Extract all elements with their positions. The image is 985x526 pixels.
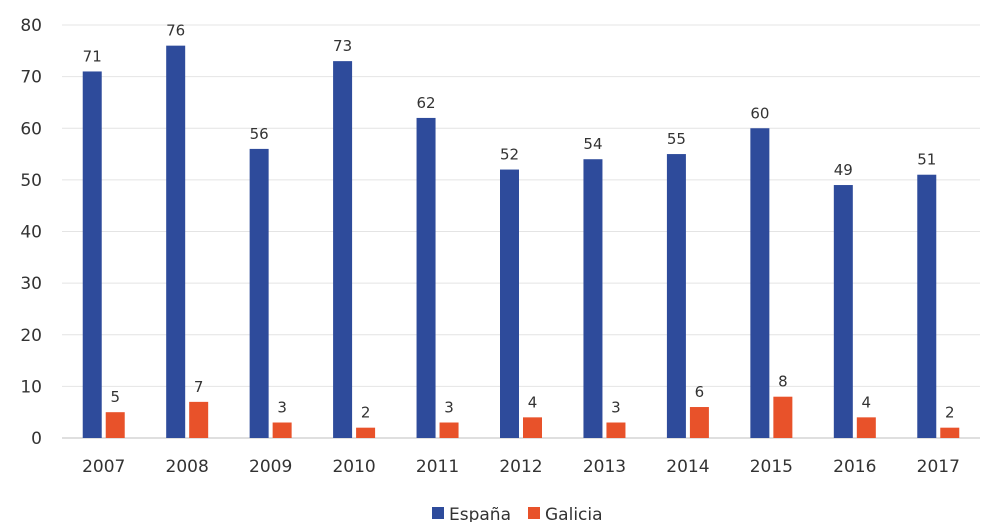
data-label-espana-2013: 54 [583,135,602,153]
legend: España Galicia [432,505,603,525]
data-label-galicia-2010: 2 [361,404,371,422]
bar-espana-2010 [333,61,353,438]
data-labels: 71 5 76 7 56 3 73 2 62 3 52 4 54 3 55 6 60 8 49 4 51 2 [83,22,955,422]
x-tick-label-2010: 2010 [332,457,375,477]
data-label-espana-2011: 62 [416,94,435,112]
data-label-espana-2016: 49 [834,161,853,179]
bar-espana-2017 [917,174,937,438]
y-tick-label: 80 [20,16,42,36]
data-label-galicia-2013: 3 [611,399,621,417]
data-label-galicia-2014: 6 [695,383,705,401]
data-label-espana-2010: 73 [333,37,352,55]
y-tick-label: 10 [20,377,42,397]
y-tick-label: 0 [31,429,42,449]
data-label-espana-2015: 60 [750,104,769,122]
x-tick-label-2007: 2007 [82,457,125,477]
data-label-espana-2017: 51 [917,151,936,169]
data-label-galicia-2008: 7 [194,378,204,396]
bar-espana-2008 [166,45,186,439]
x-tick-label-2016: 2016 [833,457,876,477]
bar-galicia-2017 [940,427,960,438]
x-tick-label-2011: 2011 [416,457,459,477]
data-label-espana-2008: 76 [166,22,185,40]
y-tick-label: 70 [20,68,42,88]
x-tick-label-2015: 2015 [750,457,793,477]
y-tick-label: 20 [20,326,42,346]
bar-galicia-2009 [272,422,292,438]
legend-swatch-galicia [528,507,540,519]
bar-espana-2012 [500,169,519,439]
data-label-espana-2014: 55 [667,130,686,148]
x-tick-label-2017: 2017 [917,457,960,477]
bar-espana-2014 [666,154,686,438]
data-label-espana-2007: 71 [83,47,102,65]
bar-galicia-2013 [606,422,626,438]
data-label-galicia-2009: 3 [277,399,287,417]
bar-galicia-2015 [773,396,793,438]
bar-galicia-2016 [856,417,876,438]
x-axis: 2007 2008 2009 2010 2011 2012 2013 2014 2015 2016… [82,457,960,477]
gridlines [62,24,980,439]
data-label-espana-2012: 52 [500,146,519,164]
bar-espana-2007 [82,71,102,439]
data-label-galicia-2007: 5 [110,388,120,406]
y-tick-label: 40 [20,223,42,243]
x-tick-label-2013: 2013 [583,457,626,477]
data-label-galicia-2015: 8 [778,373,788,391]
bar-galicia-2010 [356,427,376,438]
bar-espana-2009 [249,148,269,438]
data-label-galicia-2011: 3 [444,399,454,417]
x-tick-label-2012: 2012 [499,457,542,477]
x-tick-label-2009: 2009 [249,457,292,477]
y-tick-label: 60 [20,119,42,139]
bar-galicia-2011 [439,422,459,438]
bar-galicia-2012 [523,417,542,438]
bar-espana-2015 [750,128,770,438]
data-label-espana-2009: 56 [250,125,269,143]
bar-galicia-2014 [689,407,709,438]
data-label-galicia-2012: 4 [528,393,538,411]
legend-label-espana: España [449,505,511,522]
data-label-galicia-2017: 2 [945,404,955,422]
x-tick-label-2008: 2008 [166,457,209,477]
legend-swatch-espana [432,507,444,519]
x-tick-label-2014: 2014 [666,457,709,477]
bar-espana-2013 [583,159,603,438]
bars [82,45,960,439]
bar-galicia-2008 [189,401,209,438]
y-tick-label: 30 [20,274,42,294]
y-axis: 0 10 20 30 40 50 60 70 80 [20,16,42,449]
legend-label-galicia: Galicia [545,505,603,522]
bar-galicia-2007 [105,412,125,438]
data-label-galicia-2016: 4 [862,393,872,411]
bar-espana-2016 [833,185,853,438]
y-tick-label: 50 [20,171,42,191]
bar-espana-2011 [416,117,436,439]
